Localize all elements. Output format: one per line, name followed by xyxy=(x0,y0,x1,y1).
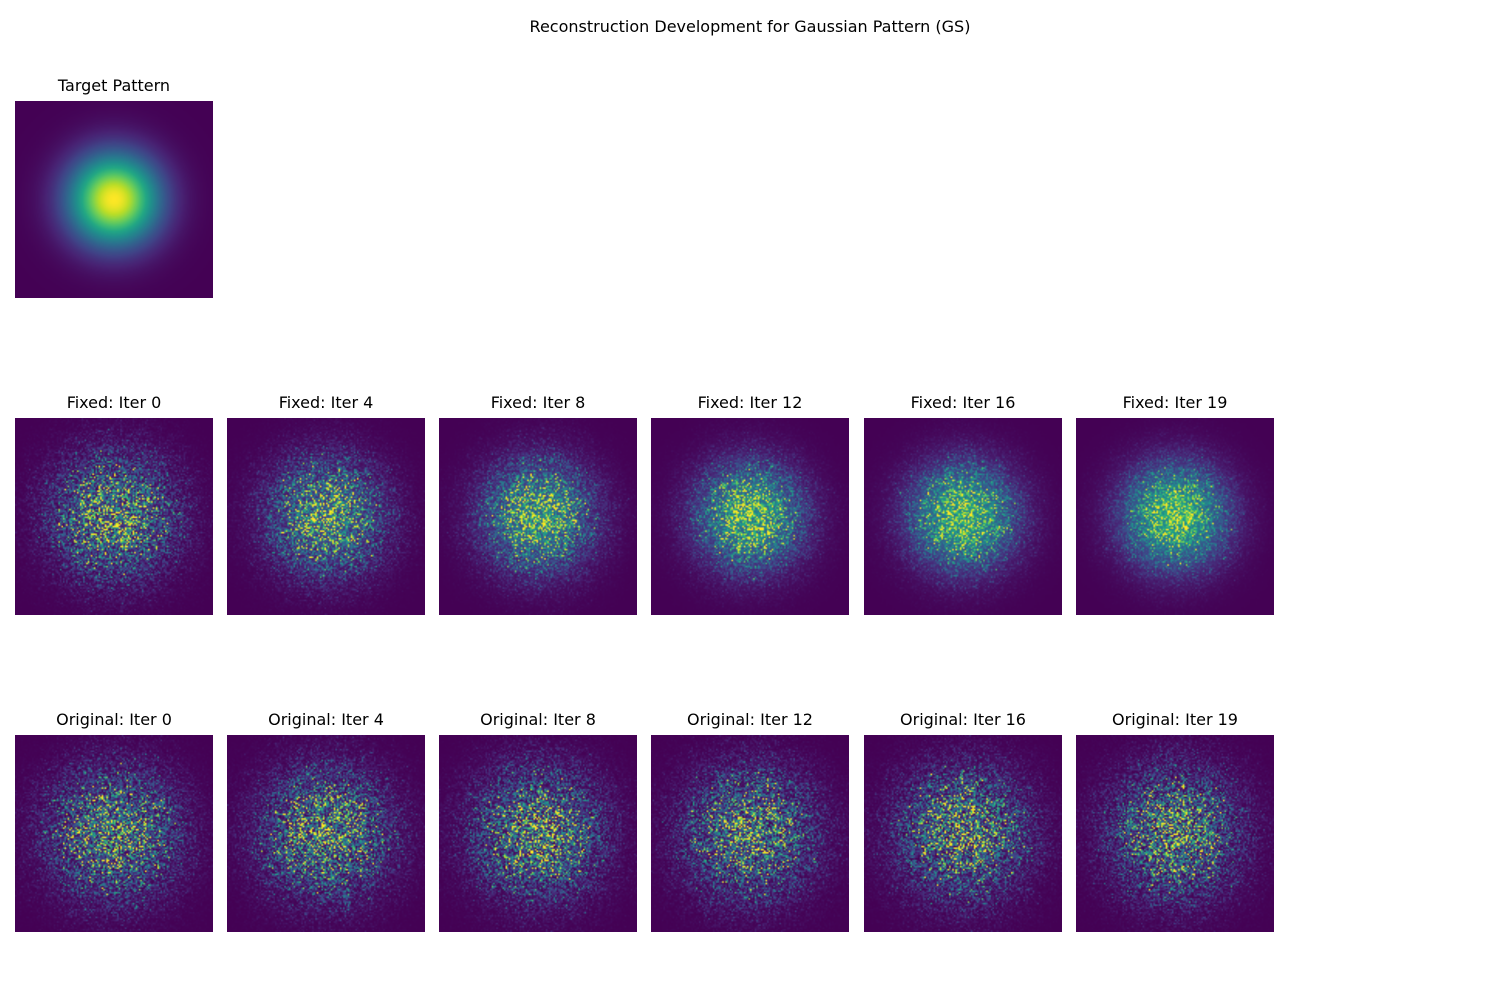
panel-original-iter-4: Original: Iter 4 xyxy=(227,0,425,1000)
heatmap-image xyxy=(651,418,849,615)
heatmap-image xyxy=(227,735,425,932)
panel-original-iter-8: Original: Iter 8 xyxy=(439,0,637,1000)
panel-original-iter-19: Original: Iter 19 xyxy=(1076,0,1274,1000)
panel-title: Fixed: Iter 0 xyxy=(66,393,162,412)
panel-title: Original: Iter 19 xyxy=(1112,710,1238,729)
panel-target-pattern: Target Pattern xyxy=(15,0,213,1000)
heatmap-image xyxy=(1076,418,1274,615)
panel-original-iter-0: Original: Iter 0 xyxy=(15,0,213,1000)
heatmap-image xyxy=(864,418,1062,615)
panel-fixed-iter-0: Fixed: Iter 0 xyxy=(15,0,213,1000)
heatmap-image xyxy=(439,735,637,932)
panel-fixed-iter-4: Fixed: Iter 4 xyxy=(227,0,425,1000)
heatmap-image xyxy=(864,735,1062,932)
panel-fixed-iter-16: Fixed: Iter 16 xyxy=(864,0,1062,1000)
panel-title: Fixed: Iter 16 xyxy=(910,393,1016,412)
panel-fixed-iter-19: Fixed: Iter 19 xyxy=(1076,0,1274,1000)
heatmap-image xyxy=(651,735,849,932)
panel-title: Original: Iter 4 xyxy=(268,710,384,729)
heatmap-image xyxy=(15,101,213,298)
panel-title: Original: Iter 12 xyxy=(687,710,813,729)
panel-title: Original: Iter 16 xyxy=(900,710,1026,729)
panel-title: Fixed: Iter 4 xyxy=(278,393,374,412)
panel-title: Original: Iter 0 xyxy=(56,710,172,729)
panel-original-iter-12: Original: Iter 12 xyxy=(651,0,849,1000)
heatmap-image xyxy=(227,418,425,615)
heatmap-image xyxy=(1076,735,1274,932)
heatmap-image xyxy=(439,418,637,615)
panel-title: Original: Iter 8 xyxy=(480,710,596,729)
panel-title: Fixed: Iter 19 xyxy=(1122,393,1228,412)
heatmap-image xyxy=(15,418,213,615)
panel-fixed-iter-12: Fixed: Iter 12 xyxy=(651,0,849,1000)
panel-title: Fixed: Iter 8 xyxy=(490,393,586,412)
figure-title: Reconstruction Development for Gaussian … xyxy=(529,17,971,36)
heatmap-image xyxy=(15,735,213,932)
panel-fixed-iter-8: Fixed: Iter 8 xyxy=(439,0,637,1000)
panel-original-iter-16: Original: Iter 16 xyxy=(864,0,1062,1000)
panel-title: Fixed: Iter 12 xyxy=(697,393,803,412)
panel-title: Target Pattern xyxy=(57,76,171,95)
